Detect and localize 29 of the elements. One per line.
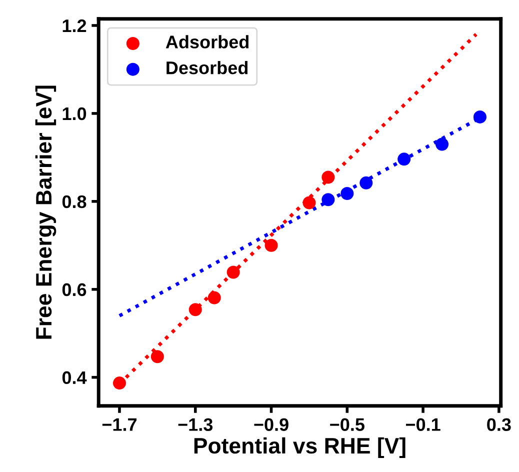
x-tick-label: −1.3 bbox=[178, 418, 213, 432]
point bbox=[340, 186, 354, 200]
point bbox=[360, 176, 373, 190]
y-tick-label: 1.0 bbox=[62, 107, 86, 120]
legend-label: Adsorbed bbox=[166, 35, 248, 48]
x-tick-label: −0.9 bbox=[254, 418, 288, 431]
x-tick-label: −1.7 bbox=[102, 418, 137, 431]
y-tick-label: 0.8 bbox=[62, 195, 86, 208]
point bbox=[322, 170, 335, 184]
point bbox=[436, 138, 449, 151]
point bbox=[473, 110, 486, 124]
point bbox=[398, 152, 411, 166]
point bbox=[208, 291, 221, 304]
point bbox=[226, 266, 240, 279]
point bbox=[150, 350, 164, 364]
point bbox=[322, 193, 335, 206]
legend-label: Desorbed bbox=[166, 60, 248, 74]
x-axis-title: Potential vs RHE [V] bbox=[194, 437, 406, 458]
y-tick-label: 0.6 bbox=[62, 283, 86, 296]
point bbox=[264, 238, 278, 252]
x-tick-label: 0.3 bbox=[487, 418, 511, 432]
y-tick-label: 0.4 bbox=[62, 371, 87, 384]
x-tick-label: −0.5 bbox=[330, 418, 364, 431]
point bbox=[112, 376, 126, 390]
y-axis-title: Free Energy Barrier [eV] bbox=[35, 86, 56, 339]
point bbox=[302, 196, 316, 210]
x-tick-label: −0.1 bbox=[406, 418, 440, 431]
point bbox=[188, 303, 202, 316]
y-tick-label: 1.2 bbox=[62, 19, 86, 32]
